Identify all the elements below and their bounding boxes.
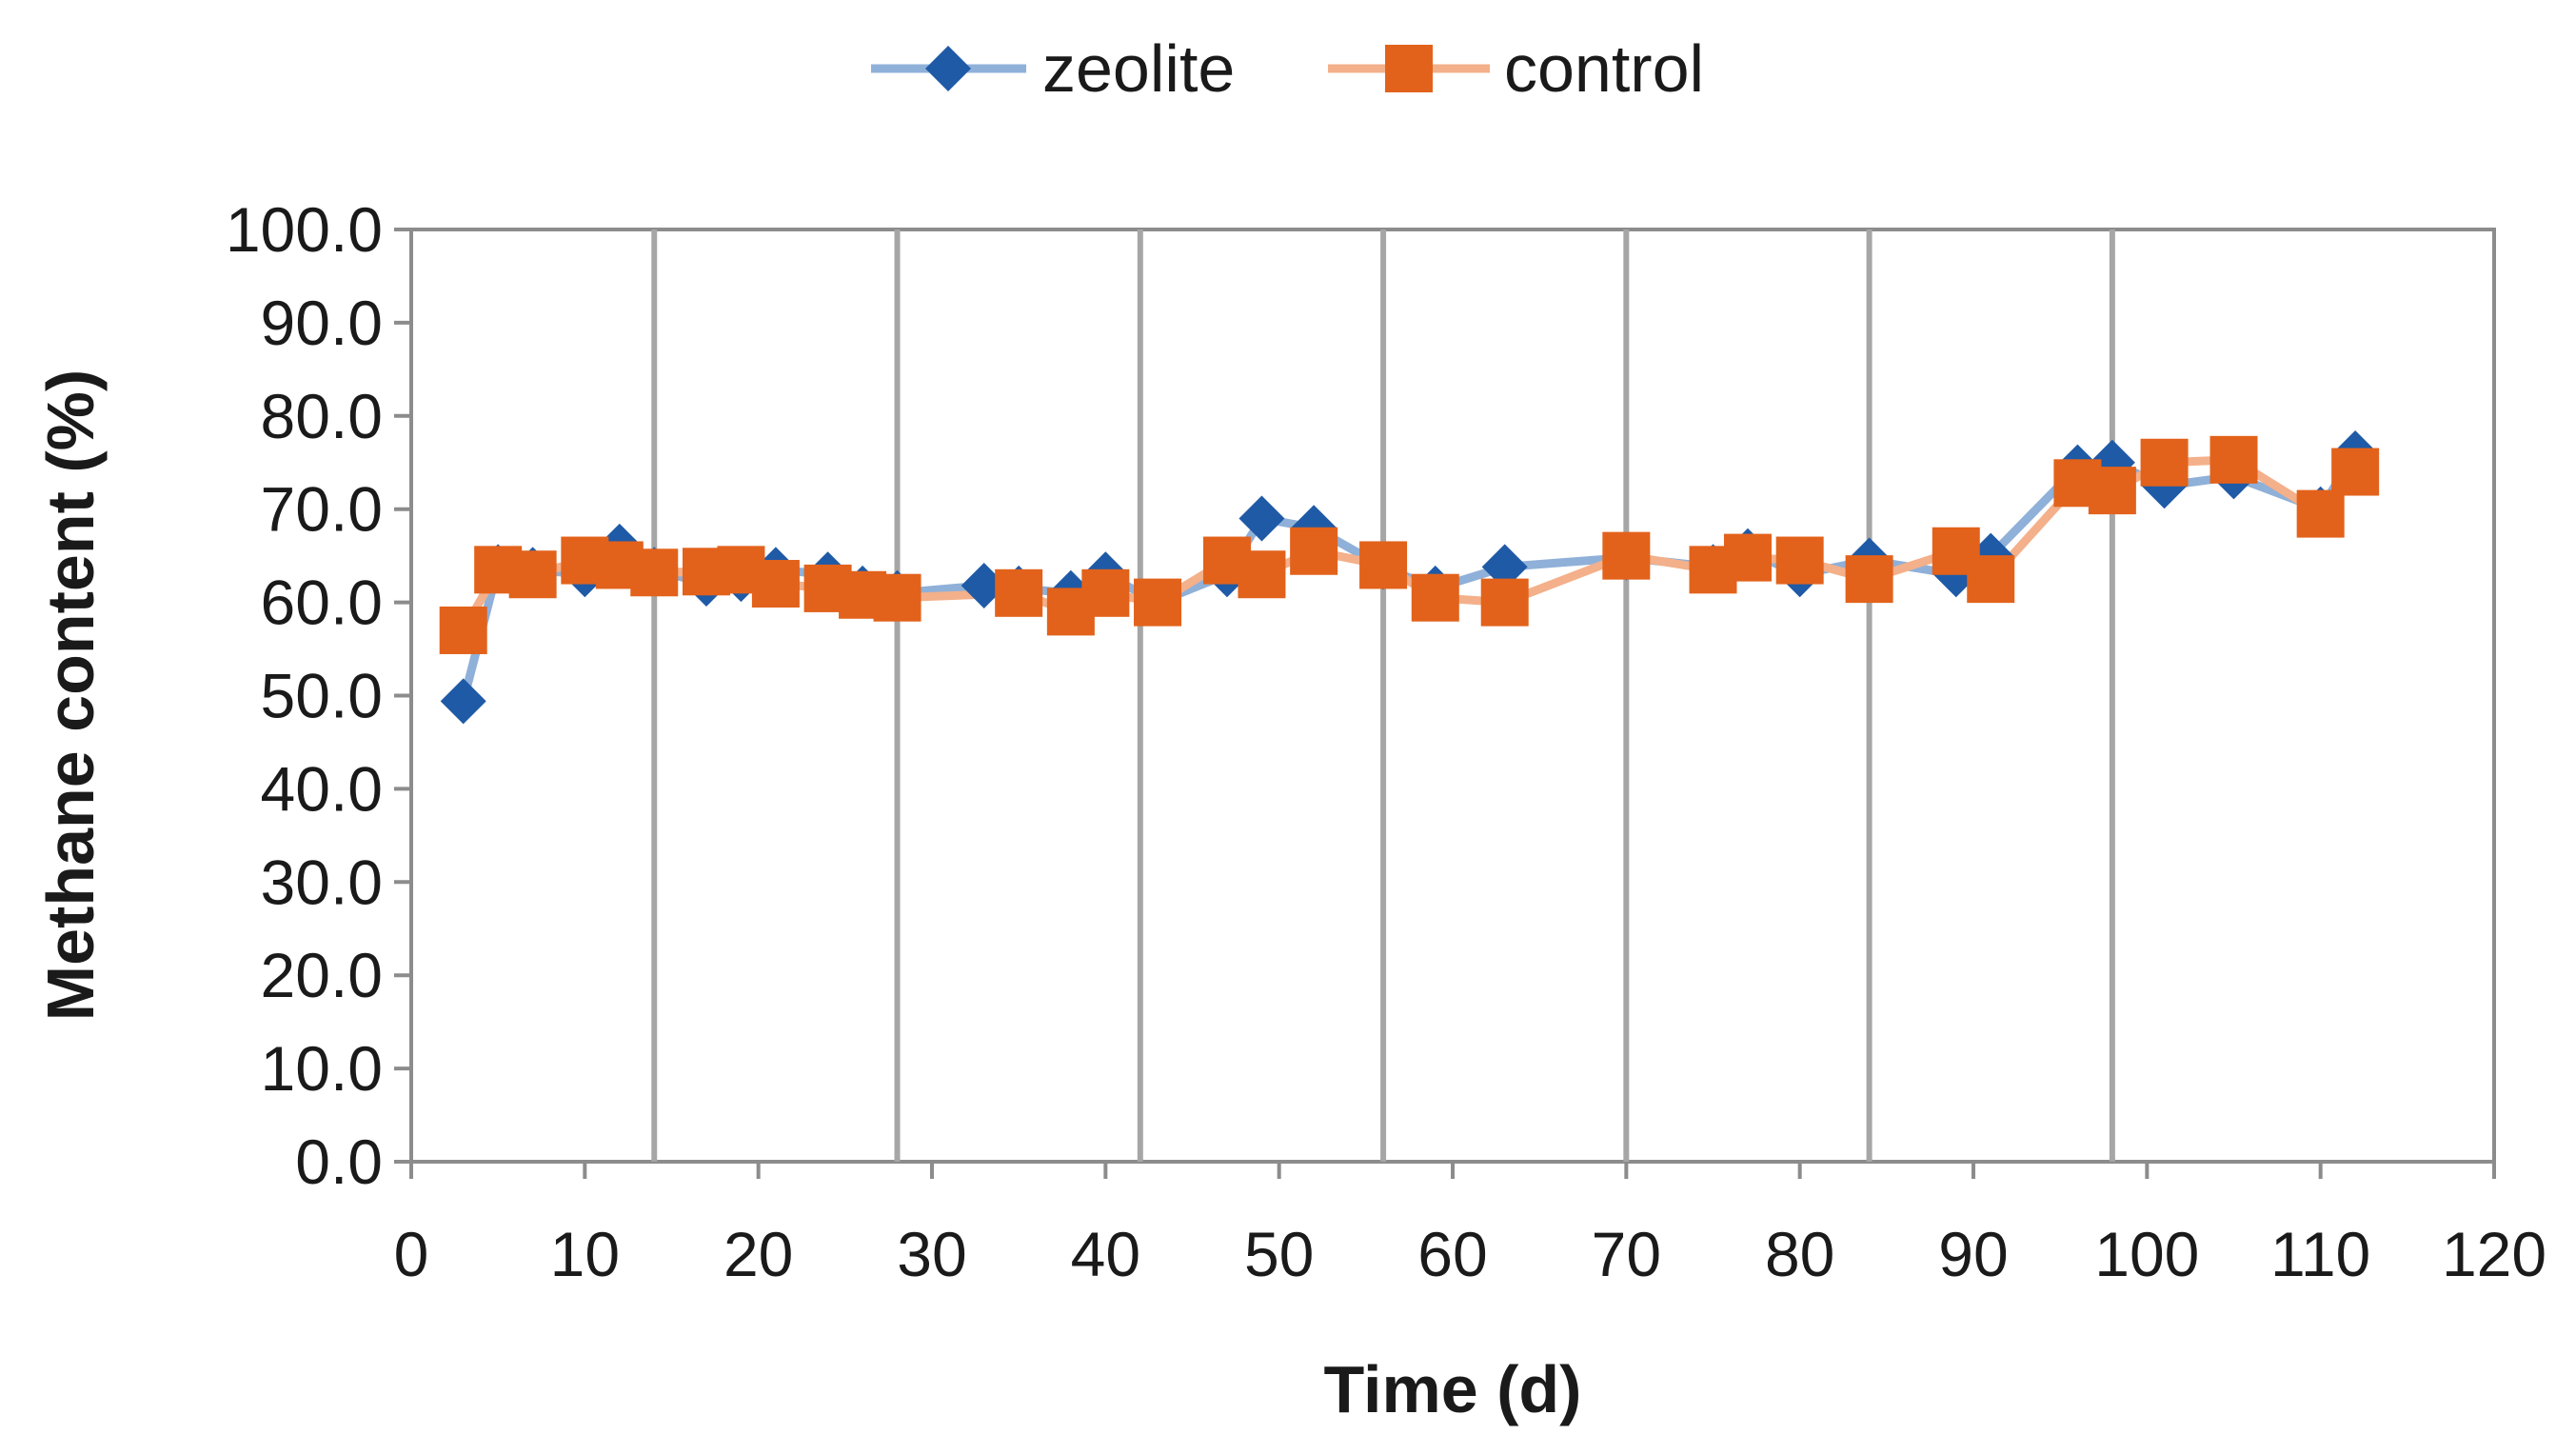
legend-marker-control bbox=[1385, 45, 1433, 92]
data-point-control-30 bbox=[2088, 467, 2136, 515]
data-point-control-19 bbox=[1359, 541, 1408, 589]
y-tick-label-3: 30.0 bbox=[261, 847, 383, 917]
data-point-control-11 bbox=[873, 573, 921, 622]
axes: 0.0 10.0 20.0 30.0 40.0 50.0 60.0 70.0 80.0 90.0 1… bbox=[226, 194, 2546, 1289]
data-point-control-24 bbox=[1723, 533, 1772, 582]
y-tick-label-1: 10.0 bbox=[261, 1033, 383, 1104]
data-point-control-0 bbox=[439, 606, 487, 654]
data-point-control-17 bbox=[1238, 550, 1286, 599]
legend-marker-zeolite bbox=[925, 46, 971, 91]
data-point-control-32 bbox=[2209, 435, 2258, 484]
y-tick-label-2: 20.0 bbox=[261, 940, 383, 1010]
data-point-control-33 bbox=[2296, 489, 2345, 538]
data-point-control-2 bbox=[508, 550, 557, 599]
legend: zeolite control bbox=[871, 31, 1704, 106]
legend-item-control: control bbox=[1328, 31, 1704, 106]
x-tick-label-9: 90 bbox=[1938, 1219, 2008, 1289]
x-tick-label-6: 60 bbox=[1417, 1219, 1487, 1289]
x-tick-label-12: 120 bbox=[2442, 1219, 2546, 1289]
y-tick-label-10: 100.0 bbox=[226, 194, 383, 265]
data-point-control-12 bbox=[995, 568, 1043, 617]
data-point-control-5 bbox=[630, 548, 679, 597]
x-tick-label-1: 10 bbox=[550, 1219, 620, 1289]
plot-area bbox=[409, 228, 2496, 1164]
x-tick-label-7: 70 bbox=[1592, 1219, 1661, 1289]
data-point-control-22 bbox=[1602, 531, 1651, 580]
x-axis-title: Time (d) bbox=[1324, 1352, 1582, 1426]
x-tick-label-2: 20 bbox=[723, 1219, 793, 1289]
data-point-control-8 bbox=[751, 560, 800, 608]
y-tick-label-9: 90.0 bbox=[261, 288, 383, 358]
x-tick-label-0: 0 bbox=[394, 1219, 429, 1289]
data-point-control-15 bbox=[1134, 578, 1182, 627]
y-tick-label-6: 60.0 bbox=[261, 568, 383, 638]
data-point-zeolite-18 bbox=[1238, 495, 1285, 542]
x-tick-label-5: 50 bbox=[1244, 1219, 1314, 1289]
data-point-control-26 bbox=[1845, 555, 1893, 604]
y-tick-label-8: 80.0 bbox=[261, 381, 383, 451]
y-tick-label-0: 0.0 bbox=[295, 1126, 383, 1197]
vertical-markers bbox=[651, 229, 2115, 1162]
y-tick-label-4: 40.0 bbox=[261, 753, 383, 824]
data-point-control-34 bbox=[2331, 448, 2380, 496]
x-tick-label-11: 110 bbox=[2270, 1219, 2370, 1289]
legend-item-zeolite: zeolite bbox=[871, 31, 1235, 106]
data-point-control-21 bbox=[1480, 578, 1529, 627]
legend-label-control: control bbox=[1504, 31, 1704, 106]
data-point-control-25 bbox=[1775, 536, 1824, 585]
x-tick-label-10: 100 bbox=[2094, 1219, 2199, 1289]
data-point-control-28 bbox=[1967, 555, 2015, 604]
data-point-zeolite-22 bbox=[1481, 544, 1528, 590]
x-tick-label-4: 40 bbox=[1071, 1219, 1140, 1289]
data-point-zeolite-0 bbox=[440, 678, 486, 725]
y-tick-label-5: 50.0 bbox=[261, 661, 383, 731]
x-tick-label-8: 80 bbox=[1765, 1219, 1834, 1289]
data-point-control-14 bbox=[1081, 568, 1130, 617]
y-axis-title: Methane content (%) bbox=[33, 369, 108, 1021]
data-point-control-20 bbox=[1411, 573, 1459, 622]
y-tick-label-7: 70.0 bbox=[261, 474, 383, 545]
series-markers bbox=[439, 429, 2380, 725]
legend-label-zeolite: zeolite bbox=[1042, 31, 1235, 106]
x-tick-label-3: 30 bbox=[897, 1219, 966, 1289]
data-point-control-31 bbox=[2140, 438, 2189, 487]
data-point-control-18 bbox=[1290, 527, 1338, 575]
